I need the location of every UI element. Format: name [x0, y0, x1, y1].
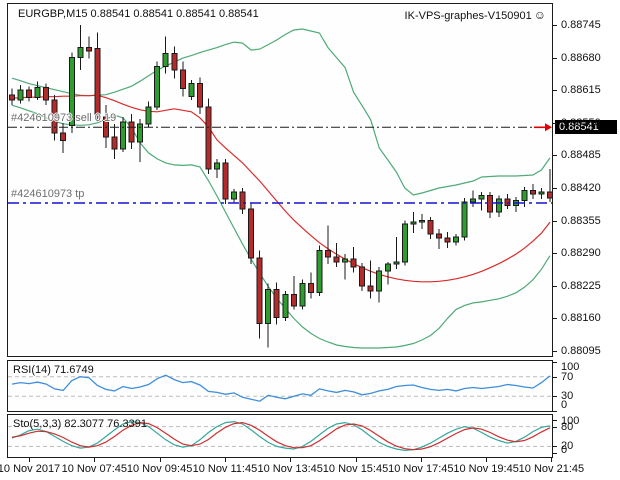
order-tp-line-label[interactable]: #424610973 tp	[11, 188, 85, 200]
price-axis-label: 0.88355	[561, 214, 601, 227]
axis-tick	[553, 362, 557, 363]
axis-tick	[553, 453, 557, 454]
time-axis[interactable]: 10 Nov 2017 10 Nov 07:45 10 Nov 09:45 10 No…	[0, 458, 620, 480]
time-axis-tick	[29, 458, 30, 462]
chart-title: EURGBP,M15 0.88541 0.88541 0.88541 0.885…	[18, 8, 259, 20]
time-axis-tick	[355, 458, 357, 462]
axis-tick	[553, 155, 557, 157]
time-axis-tick	[224, 458, 226, 462]
price-axis-label: 0.88485	[561, 149, 601, 162]
rsi-axis-label: 30	[561, 390, 574, 403]
axis-tick	[553, 285, 557, 287]
time-axis-label: 10 Nov 2017	[0, 463, 61, 475]
time-axis-tick	[551, 458, 553, 462]
axis-tick	[553, 426, 557, 428]
bollinger-upper-band	[11, 28, 551, 196]
candles-layer	[9, 25, 552, 348]
chart-title-text: EURGBP,M15 0.88541 0.88541 0.88541 0.885…	[18, 8, 259, 20]
stochastic-axis-label: 0	[561, 444, 568, 456]
order-sell-line-label[interactable]: #424610973 sell 0.19	[11, 112, 117, 125]
time-axis-tick	[420, 458, 422, 462]
axis-tick	[553, 122, 557, 124]
time-axis-label: 10 Nov 11:45	[192, 463, 258, 475]
axis-tick	[553, 351, 557, 352]
axis-tick	[553, 188, 557, 189]
price-axis-label: 0.88290	[561, 247, 601, 260]
stochastic-axis-label: 100	[561, 415, 580, 427]
axis-tick	[553, 396, 557, 398]
price-axis[interactable]: 0.88541 0.88745 0.88680 0.88615 0.88550 0.88…	[553, 0, 620, 480]
axis-tick	[553, 90, 557, 92]
stochastic-d-line	[11, 421, 551, 451]
rsi-axis-label: 100	[561, 361, 580, 373]
watermark-text: IK-VPS-graphes-V150901	[404, 10, 532, 22]
stochastic-chart-canvas[interactable]	[8, 415, 552, 457]
price-axis-label: 0.88420	[561, 182, 601, 194]
stochastic-axis-label: 20	[561, 440, 574, 453]
stochastic-k-line	[11, 420, 551, 452]
time-axis-tick	[159, 458, 161, 462]
stochastic-axis-label: 80	[561, 420, 574, 433]
axis-tick	[553, 376, 557, 378]
time-axis-label: 10 Nov 13:45	[257, 463, 323, 475]
time-axis-tick	[486, 458, 488, 462]
time-axis-label: 10 Nov 09:45	[126, 463, 193, 475]
time-axis-label: 10 Nov 15:45	[322, 463, 389, 475]
current-price-box: 0.88541	[555, 120, 617, 135]
candlestick-chart-canvas[interactable]	[8, 4, 552, 356]
rsi-chart-canvas[interactable]	[8, 361, 552, 411]
stochastic-label: Sto(5,3,3) 82.3077 76.3391	[13, 418, 147, 430]
price-axis-label: 0.88095	[561, 345, 601, 357]
time-axis-tick	[290, 458, 292, 462]
watermark: IK-VPS-graphes-V150901 ☺	[405, 8, 546, 22]
axis-tick	[553, 446, 557, 448]
time-axis-label: 10 Nov 17:45	[388, 463, 454, 475]
rsi-axis-label: 70	[561, 370, 574, 383]
time-axis-label: 10 Nov 21:45	[518, 463, 585, 475]
bollinger-lower-band	[11, 104, 551, 349]
rsi-line	[11, 374, 551, 402]
rsi-axis-label: 0	[561, 399, 568, 411]
time-axis-tick	[94, 458, 96, 462]
axis-tick	[553, 411, 557, 412]
price-arrow-icon	[545, 123, 552, 132]
moving-average-line	[11, 94, 551, 283]
smiley-icon: ☺	[533, 8, 546, 22]
price-axis-label: 0.88160	[561, 312, 601, 325]
time-axis-label: 10 Nov 07:45	[61, 463, 128, 475]
main-chart-pane[interactable]: EURGBP,M15 0.88541 0.88541 0.88541 0.885…	[7, 3, 553, 357]
price-axis-label: 0.88615	[561, 84, 601, 97]
axis-tick	[553, 253, 557, 255]
time-axis-label: 10 Nov 19:45	[453, 463, 519, 475]
axis-tick	[553, 220, 557, 222]
rsi-indicator-pane[interactable]: RSI(14) 71.6749	[7, 360, 553, 412]
axis-tick	[553, 318, 557, 320]
price-axis-label: 0.88550	[561, 116, 601, 129]
rsi-label: RSI(14) 71.6749	[13, 364, 94, 376]
axis-tick	[553, 57, 557, 59]
price-axis-label: 0.88680	[561, 51, 601, 64]
price-axis-label: 0.88745	[561, 19, 601, 31]
stochastic-indicator-pane[interactable]: Sto(5,3,3) 82.3077 76.3391	[7, 414, 553, 458]
axis-tick	[553, 420, 557, 421]
axis-tick	[553, 25, 557, 26]
price-axis-label: 0.88225	[561, 279, 601, 292]
